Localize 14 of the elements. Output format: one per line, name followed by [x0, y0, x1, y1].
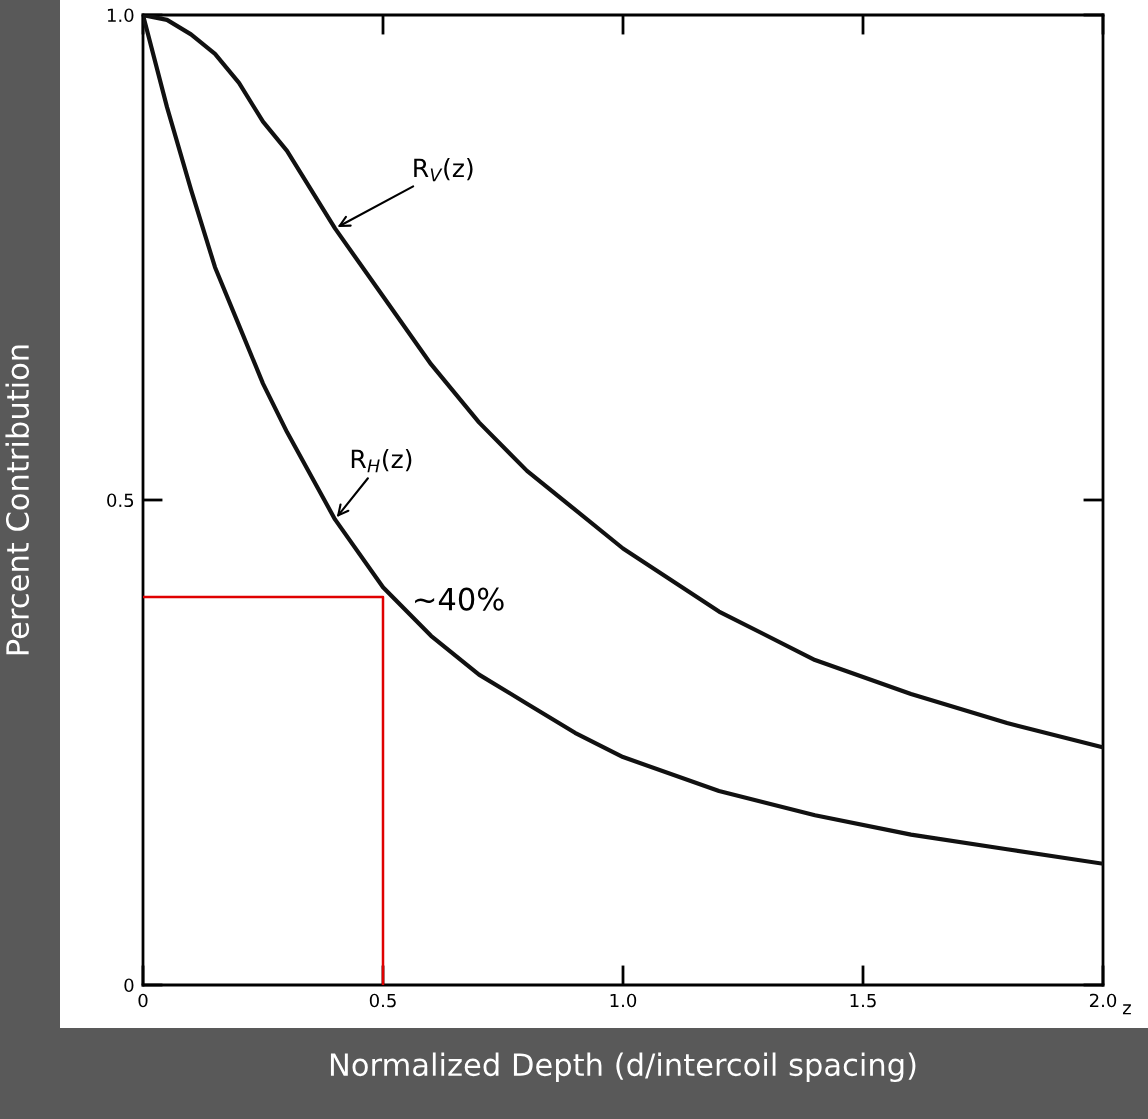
- x-tick-label: 2.0: [1089, 993, 1117, 1008]
- annotation: R$_{H}$(z): [351, 449, 412, 473]
- y-axis-title: Percent Contribution: [5, 345, 30, 655]
- text: z: [1122, 1004, 1131, 1015]
- x-tick-label: 1.0: [610, 993, 637, 1008]
- annotation: ~40%: [415, 587, 504, 611]
- x-tick-label: 0: [138, 993, 148, 1008]
- annotation: R$_{V}$(z): [414, 158, 473, 182]
- x-axis-title: Normalized Depth (d/intercoil spacing): [330, 1052, 916, 1083]
- y-tick-label: 1.0: [107, 8, 134, 23]
- y-tick-label: 0: [124, 978, 134, 993]
- y-tick-label: 0.5: [107, 493, 134, 508]
- x-tick-label: 0.5: [369, 993, 396, 1008]
- x-tick-label: 1.5: [850, 993, 876, 1008]
